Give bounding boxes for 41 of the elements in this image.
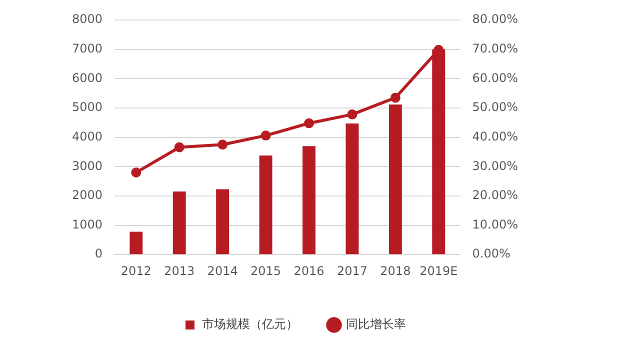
bar: [216, 189, 230, 254]
legend-label: 同比增长率: [346, 317, 406, 332]
x-tick-label: 2017: [336, 264, 368, 278]
point: [218, 140, 228, 150]
y2-tick-label: 20.00%: [472, 188, 518, 202]
y-tick-label: 1000: [72, 217, 103, 232]
bar: [172, 192, 186, 254]
y-tick-label: 8000: [72, 12, 103, 26]
y2-tick-label: 40.00%: [472, 129, 518, 144]
legend-label: 市场规模（亿元）: [202, 317, 298, 332]
y2-tick-label: 0.00%: [472, 246, 510, 261]
y-tick-label: 0: [94, 246, 103, 261]
x-tick-label: 2014: [207, 264, 238, 278]
x-tick-label: 2012: [120, 264, 152, 278]
bar: [130, 232, 143, 254]
bar: [346, 124, 359, 254]
y-tick-label: 7000: [72, 41, 103, 56]
bar: [259, 155, 272, 254]
x-tick-label: 2016: [294, 264, 324, 278]
point: [304, 118, 314, 128]
y2-tick-label: 70.00%: [472, 41, 518, 56]
x-tick-label: 2015: [250, 264, 282, 278]
y-tick-label: 3000: [72, 158, 103, 173]
y2-tick-label: 60.00%: [472, 70, 518, 85]
y2-tick-label: 80.00%: [472, 12, 518, 26]
x-tick-label: 2013: [164, 264, 195, 278]
x-tick-label: 2019E: [420, 264, 458, 278]
point: [131, 167, 142, 178]
y-tick-label: 5000: [72, 100, 103, 114]
y-tick-label: 6000: [72, 70, 103, 85]
point: [347, 109, 358, 120]
y-tick-label: 4000: [72, 129, 103, 144]
y2-tick-label: 50.00%: [472, 100, 518, 114]
y-tick-label: 2000: [72, 188, 103, 202]
x-tick-label: 2018: [380, 264, 411, 278]
point: [260, 130, 271, 141]
y2-tick-label: 10.00%: [472, 217, 518, 232]
point: [390, 92, 400, 103]
point: [174, 142, 184, 152]
bar: [302, 146, 316, 254]
y2-tick-label: 30.00%: [472, 158, 518, 173]
